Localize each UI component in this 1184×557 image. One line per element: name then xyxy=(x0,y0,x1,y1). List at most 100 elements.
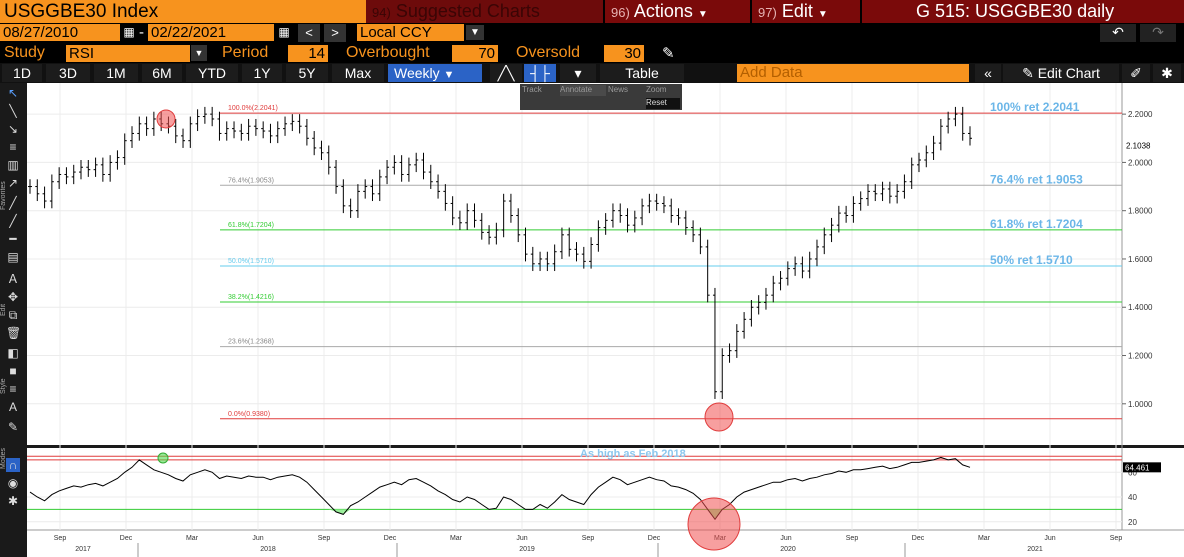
rsi-axis-label: 20 xyxy=(1128,518,1137,527)
style-side-label: Style xyxy=(0,378,7,394)
annotate-icon[interactable]: ✐ xyxy=(1122,64,1150,82)
square-icon[interactable]: ■ xyxy=(9,364,17,378)
oversold-input[interactable]: 30 xyxy=(604,45,644,62)
edit-chart-button[interactable]: ✎ Edit Chart xyxy=(1003,64,1119,82)
magnet-icon[interactable]: ∩ xyxy=(6,458,20,472)
month-label: Dec xyxy=(120,535,133,542)
range-1d-button[interactable]: 1D xyxy=(2,64,42,82)
fibonacci-icon[interactable]: ≡ xyxy=(9,140,17,154)
table-button[interactable]: Table xyxy=(600,64,684,82)
frequency-select[interactable]: Weekly ▼ xyxy=(388,64,482,82)
frequency-label: Weekly xyxy=(394,65,440,81)
settings-icon[interactable]: ✱ xyxy=(7,494,19,508)
suggested-charts-menu[interactable]: 94) Suggested Charts xyxy=(366,0,603,23)
fib-right-label: 61.8% ret 1.7204 xyxy=(990,217,1083,231)
arrow-icon[interactable]: ↗ xyxy=(7,176,19,190)
copy-icon[interactable]: ⧉ xyxy=(8,308,18,322)
reset-button[interactable]: Reset xyxy=(646,98,680,109)
line-chart-icon[interactable]: ╱╲ xyxy=(490,64,522,82)
actions-label: Actions xyxy=(633,1,693,21)
month-label: Sep xyxy=(54,535,67,542)
news-button[interactable]: News xyxy=(608,85,629,94)
currency-dropdown-icon[interactable]: ▼ xyxy=(466,25,484,40)
month-label: Dec xyxy=(912,535,925,542)
channel-icon[interactable]: ▥ xyxy=(7,158,19,172)
diagonal-icon[interactable]: ╱ xyxy=(9,214,17,228)
rsi-annotation: As high as Feb 2018 xyxy=(580,448,686,460)
rsi-line xyxy=(29,456,971,521)
range-3d-button[interactable]: 3D xyxy=(46,64,90,82)
text-tool-icon[interactable]: Ａ xyxy=(6,272,19,286)
peak-highlight-circle xyxy=(156,109,176,129)
range-5y-button[interactable]: 5Y xyxy=(286,64,328,82)
chart-svg[interactable]: 100.0%(2.2041) 100% ret 2.2041 76.4%(1.905… xyxy=(0,83,1184,557)
rsi-oversold-fill xyxy=(343,509,351,515)
calendar-icon[interactable]: ▦ xyxy=(123,25,135,39)
font-icon[interactable]: A xyxy=(8,400,17,414)
pen-icon[interactable]: ✎ xyxy=(7,420,19,434)
study-dropdown-icon[interactable]: ▼ xyxy=(191,45,207,61)
range-1m-button[interactable]: 1M xyxy=(94,64,138,82)
month-label: Jun xyxy=(1044,535,1055,542)
pencil-icon[interactable]: ✎ xyxy=(662,45,675,62)
range-ytd-button[interactable]: YTD xyxy=(186,64,238,82)
chart-type-dropdown-icon[interactable]: ▾ xyxy=(560,64,596,82)
rsi-oversold-fill xyxy=(336,509,344,515)
ticker-field[interactable]: USGGBE30 Index xyxy=(0,0,366,23)
period-input[interactable]: 14 xyxy=(288,45,328,62)
fib-level-label: 76.4%(1.9053) xyxy=(228,177,274,184)
trendline-icon[interactable]: ╲ xyxy=(9,104,17,118)
edit-number: 97) xyxy=(758,5,777,20)
ray-icon[interactable]: ↘ xyxy=(7,122,19,136)
drawing-sidebar xyxy=(0,83,27,557)
rectangle-tool-icon[interactable]: ▤ xyxy=(7,250,19,264)
month-label: Mar xyxy=(186,535,199,542)
calendar-icon[interactable]: ▦ xyxy=(278,25,290,39)
month-label: Dec xyxy=(648,535,661,542)
edit-menu[interactable]: 97) Edit ▼ xyxy=(752,0,860,23)
range-max-button[interactable]: Max xyxy=(332,64,384,82)
fill-icon[interactable]: ◧ xyxy=(7,346,19,360)
actions-menu[interactable]: 96) Actions ▼ xyxy=(605,0,750,23)
start-date-input[interactable]: 08/27/2010 xyxy=(0,24,120,41)
overbought-input[interactable]: 70 xyxy=(452,45,498,62)
range-6m-button[interactable]: 6M xyxy=(142,64,182,82)
rsi-overbought-fill xyxy=(955,458,963,460)
period-label: Period xyxy=(222,44,269,61)
prev-arrow-icon[interactable]: < xyxy=(298,24,320,42)
cursor-icon[interactable]: ↖ xyxy=(7,86,19,100)
end-date-input[interactable]: 02/22/2021 xyxy=(148,24,274,41)
fib-right-label: 100% ret 2.2041 xyxy=(990,100,1080,114)
undo-icon[interactable]: ↶ xyxy=(1100,24,1136,42)
next-arrow-icon[interactable]: > xyxy=(324,24,346,42)
currency-select[interactable]: Local CCY xyxy=(357,24,464,41)
rsi-axis-label: 60 xyxy=(1128,468,1137,477)
gear-icon[interactable]: ✱ xyxy=(1153,64,1181,82)
add-data-input[interactable]: Add Data xyxy=(737,64,969,82)
month-label: Sep xyxy=(582,535,595,542)
move-icon[interactable]: ✥ xyxy=(7,290,19,304)
line-tool-icon[interactable]: ╱ xyxy=(9,196,17,210)
palette-icon[interactable]: ◉ xyxy=(7,476,19,490)
rsi-panel-bg xyxy=(27,448,1184,530)
collapse-icon[interactable]: « xyxy=(975,64,1001,82)
last-price-box xyxy=(1123,139,1167,151)
bar-chart-icon[interactable]: ┤├ xyxy=(524,64,556,82)
price-axis-label: 1.2000 xyxy=(1128,352,1153,361)
horizontal-line-icon[interactable]: ━ xyxy=(9,232,17,246)
price-axis-label: 1.4000 xyxy=(1128,303,1153,312)
trash-icon[interactable]: 🗑 xyxy=(6,326,22,340)
annotate-button[interactable]: Annotate xyxy=(560,85,606,96)
zoom-button[interactable]: Zoom xyxy=(646,85,667,94)
edit-side-label: Edit xyxy=(0,303,7,316)
redo-icon[interactable]: ↷ xyxy=(1140,24,1176,42)
fib-level-label: 50.0%(1.5710) xyxy=(228,258,274,265)
month-label: Jun xyxy=(516,535,527,542)
range-1y-button[interactable]: 1Y xyxy=(242,64,282,82)
study-select[interactable]: RSI xyxy=(66,45,190,62)
line-weight-icon[interactable]: ≡ xyxy=(9,382,17,396)
fib-level-label: 0.0%(0.9380) xyxy=(228,411,270,418)
time-axis-bg xyxy=(27,530,1184,557)
track-button[interactable]: Track xyxy=(522,85,542,94)
edit-chart-label: Edit Chart xyxy=(1037,65,1100,81)
